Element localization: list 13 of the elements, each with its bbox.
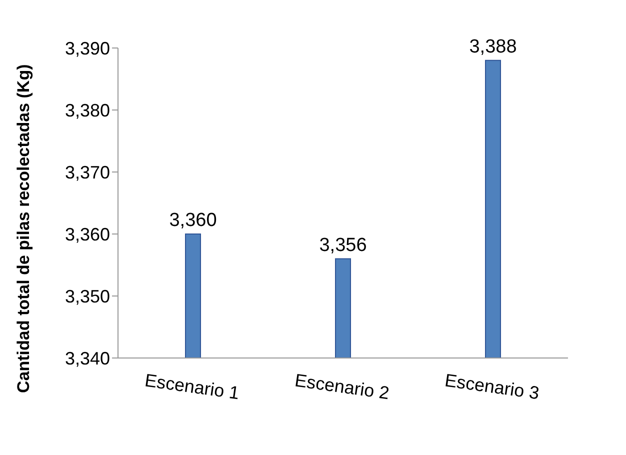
y-tick-label: 3,340: [64, 348, 110, 368]
y-tick-label: 3,350: [64, 286, 110, 306]
y-tick-label: 3,370: [64, 162, 110, 182]
y-tick-label: 3,380: [64, 100, 110, 120]
data-label: 3,388: [469, 36, 517, 58]
data-label: 3,360: [169, 210, 217, 231]
data-label: 3,356: [319, 234, 367, 256]
x-tick-label: Escenario 1: [144, 370, 241, 404]
y-tick-label: 3,360: [64, 224, 110, 244]
x-tick-label: Escenario 2: [294, 370, 391, 404]
x-tick-label: Escenario 3: [444, 370, 541, 404]
y-axis-title: Cantidad total de pilas recolectadas (Kg): [14, 64, 34, 393]
y-tick-label: 3,390: [64, 38, 110, 58]
